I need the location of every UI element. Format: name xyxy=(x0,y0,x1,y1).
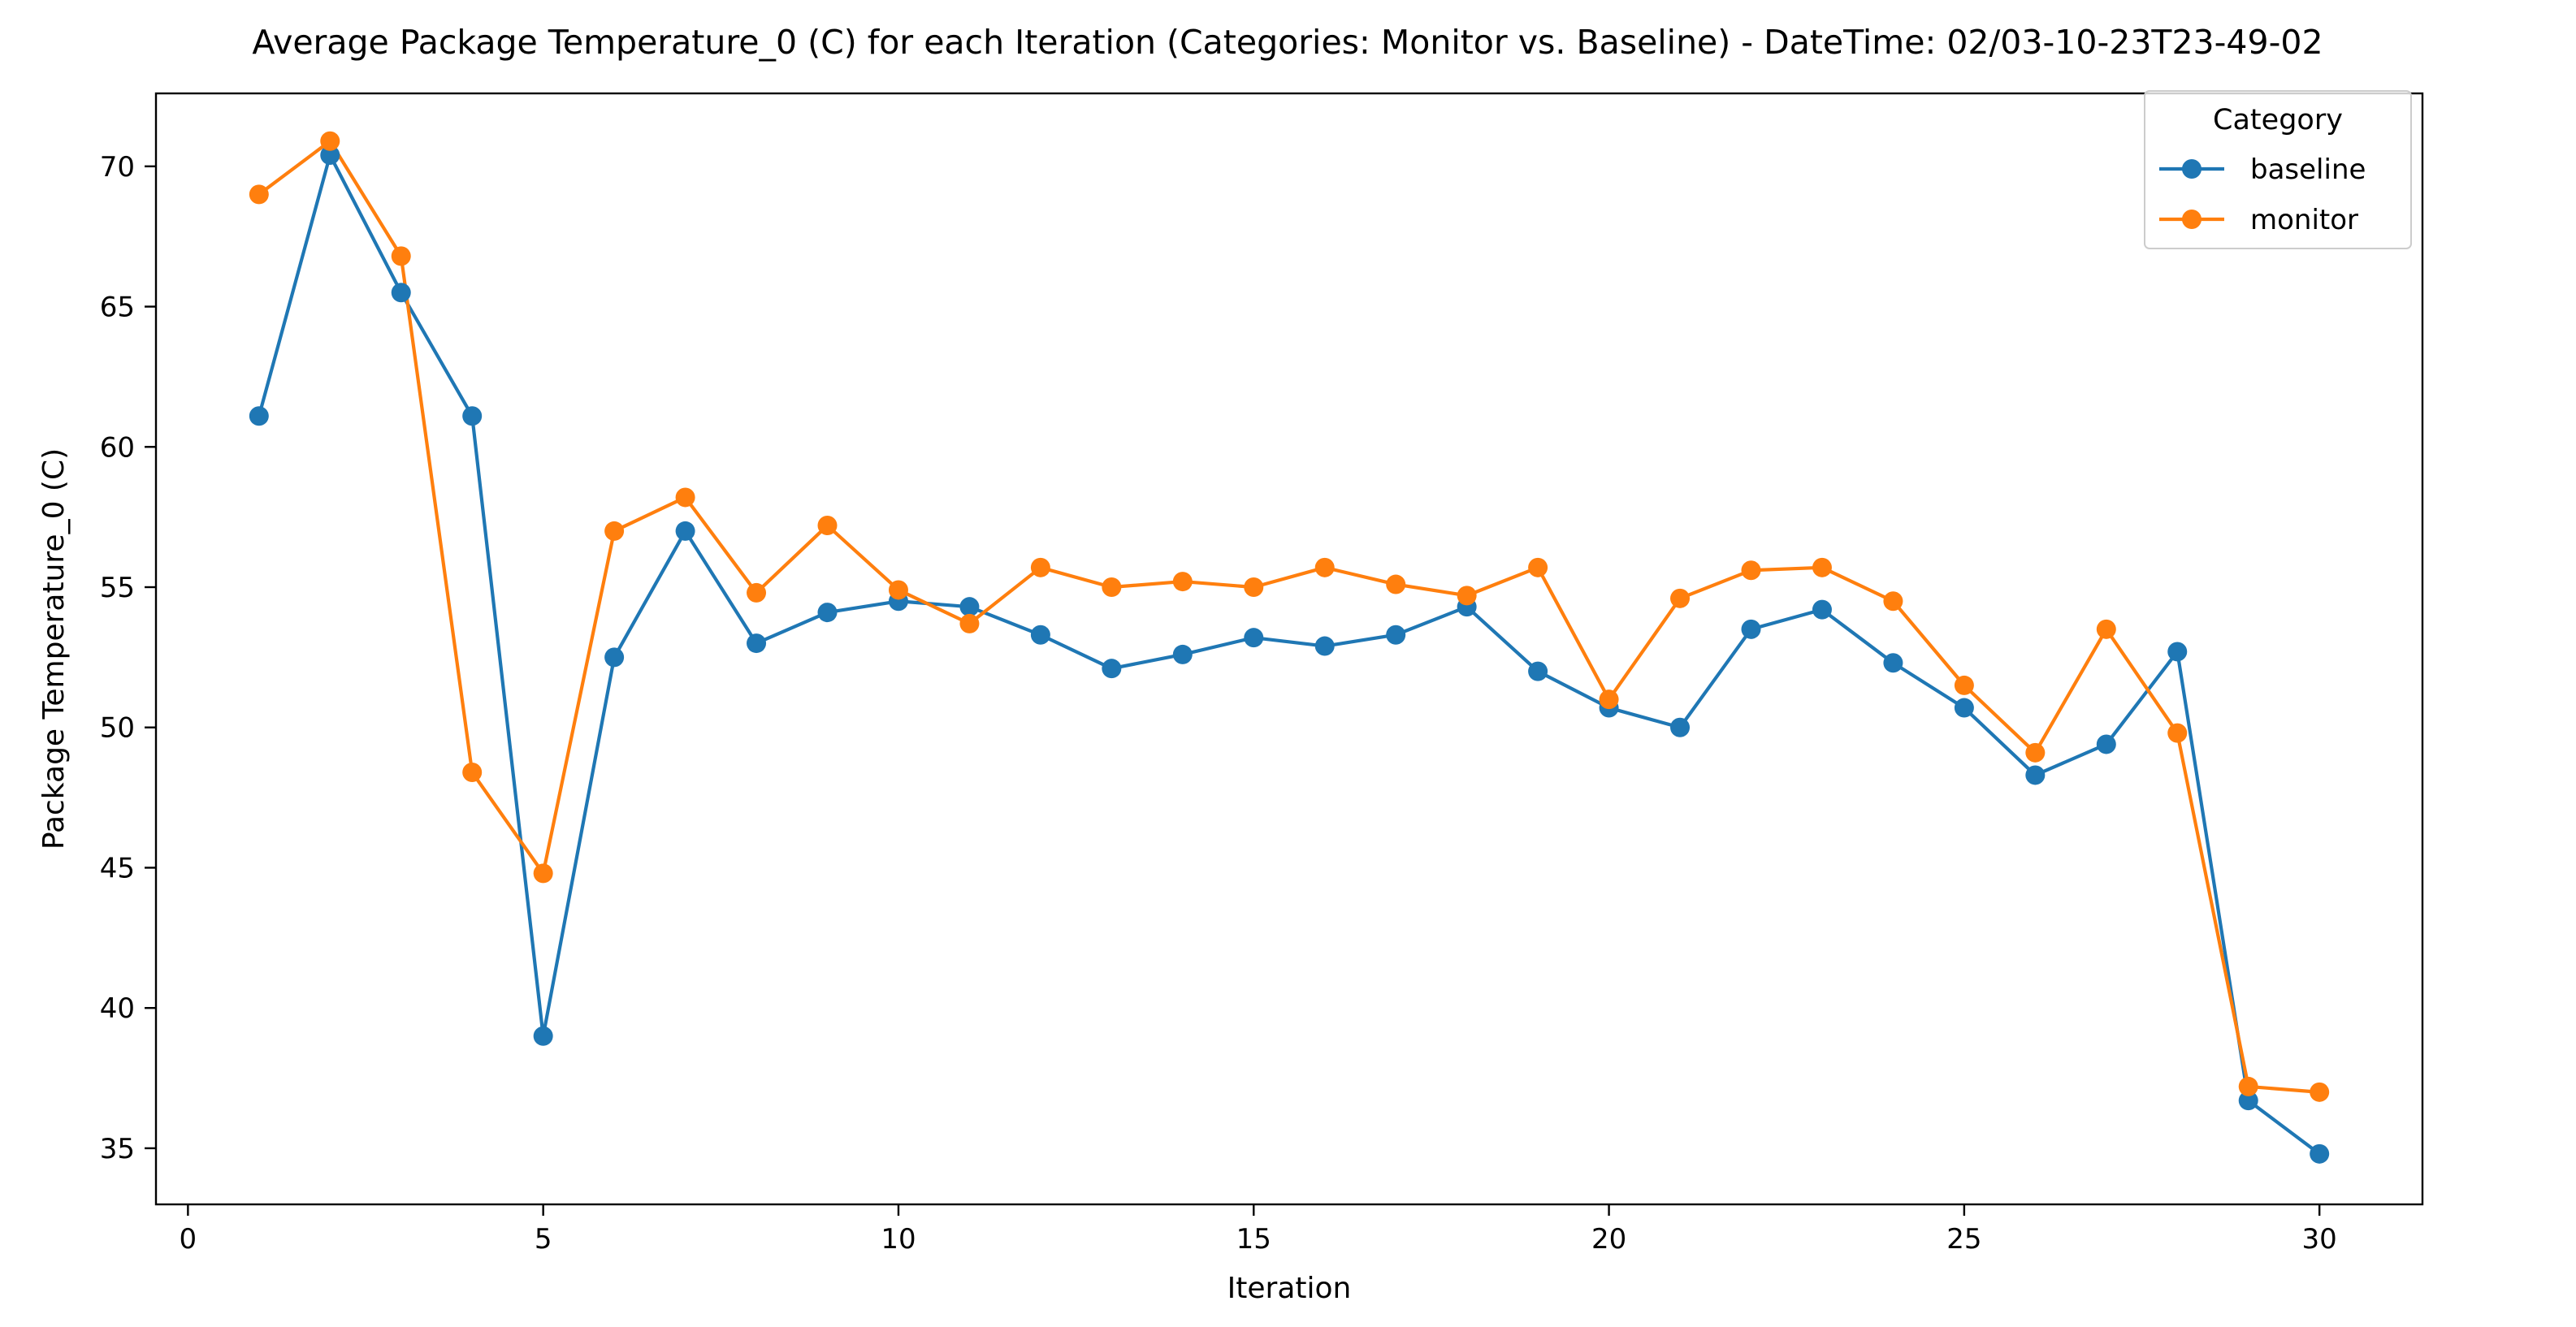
data-point-monitor xyxy=(1172,572,1193,592)
data-point-monitor xyxy=(1528,557,1548,577)
data-point-baseline xyxy=(2238,1091,2258,1111)
data-point-monitor xyxy=(1812,557,1832,577)
data-point-baseline xyxy=(249,406,269,426)
y-axis: 35 40 45 50 55 60 65 70 xyxy=(100,151,156,1165)
data-point-monitor xyxy=(249,184,269,205)
data-point-baseline xyxy=(1812,599,1832,620)
y-tick-label: 50 xyxy=(100,712,135,745)
data-point-monitor xyxy=(675,487,695,508)
data-point-monitor xyxy=(462,763,483,782)
data-point-baseline xyxy=(1528,661,1548,681)
y-tick-label: 40 xyxy=(100,992,135,1025)
chart-title: Average Package Temperature_0 (C) for ea… xyxy=(252,23,2323,62)
data-point-monitor xyxy=(888,580,908,600)
data-point-baseline xyxy=(1954,698,1974,718)
y-tick-label: 55 xyxy=(100,572,135,604)
plot-frame xyxy=(154,92,2424,1206)
data-point-monitor xyxy=(1954,675,1974,695)
data-point-monitor xyxy=(817,516,838,535)
data-point-baseline xyxy=(1030,625,1050,645)
x-tick-label: 25 xyxy=(1946,1223,1981,1256)
data-point-monitor xyxy=(2310,1082,2330,1102)
data-point-baseline xyxy=(1386,625,1406,645)
plot-area xyxy=(249,131,2330,1164)
data-point-monitor xyxy=(959,613,980,633)
data-point-baseline xyxy=(1244,628,1264,648)
data-point-monitor xyxy=(2167,723,2188,743)
data-point-monitor xyxy=(1030,557,1050,577)
legend-label-monitor: monitor xyxy=(2250,204,2358,236)
data-point-baseline xyxy=(817,603,838,623)
x-tick-label: 0 xyxy=(180,1223,197,1256)
y-axis-label: Package Temperature_0 (C) xyxy=(37,448,71,849)
data-point-baseline xyxy=(1741,619,1761,639)
data-point-monitor xyxy=(1244,577,1264,597)
data-point-monitor xyxy=(747,582,767,603)
data-point-baseline xyxy=(533,1026,553,1046)
data-point-baseline xyxy=(1102,659,1122,679)
data-point-monitor xyxy=(1741,560,1761,581)
data-point-monitor xyxy=(1386,574,1406,594)
series-line-baseline xyxy=(257,153,2323,1156)
series-line-monitor xyxy=(256,139,2322,1095)
data-point-baseline xyxy=(320,145,340,165)
data-point-baseline xyxy=(1314,636,1335,656)
data-point-monitor xyxy=(533,863,553,884)
data-point-monitor xyxy=(1457,586,1477,606)
y-tick-label: 35 xyxy=(100,1133,135,1165)
x-tick-label: 5 xyxy=(535,1223,552,1256)
legend-marker-baseline xyxy=(2182,159,2202,179)
data-point-monitor xyxy=(391,246,411,266)
series-markers xyxy=(249,131,2330,1164)
y-tick-label: 60 xyxy=(100,431,135,464)
data-point-monitor xyxy=(1883,591,1903,612)
data-point-monitor xyxy=(2096,619,2116,639)
data-point-monitor xyxy=(1314,557,1335,577)
data-point-baseline xyxy=(1172,644,1193,664)
data-point-baseline xyxy=(2025,765,2046,785)
data-point-monitor xyxy=(2238,1076,2258,1096)
x-tick-label: 20 xyxy=(1591,1223,1626,1256)
x-tick-label: 30 xyxy=(2302,1223,2337,1256)
data-point-baseline xyxy=(747,633,767,654)
x-tick-label: 15 xyxy=(1236,1223,1271,1256)
data-point-baseline xyxy=(2096,734,2116,754)
series-lines xyxy=(256,139,2323,1156)
data-point-baseline xyxy=(462,406,483,426)
data-point-baseline xyxy=(1883,653,1903,673)
data-point-monitor xyxy=(2025,742,2046,763)
data-point-monitor xyxy=(604,521,625,541)
x-axis-label: Iteration xyxy=(1227,1272,1352,1305)
data-point-baseline xyxy=(2310,1143,2330,1164)
legend-marker-monitor xyxy=(2182,210,2202,229)
data-point-baseline xyxy=(959,597,980,617)
data-point-monitor xyxy=(1102,577,1122,597)
y-tick-label: 45 xyxy=(100,852,135,884)
data-point-monitor xyxy=(1670,588,1691,608)
legend-title: Category xyxy=(2213,104,2343,136)
data-point-baseline xyxy=(604,647,625,668)
legend-box xyxy=(2144,90,2412,249)
data-point-baseline xyxy=(2167,642,2188,662)
data-point-baseline xyxy=(675,521,695,541)
y-tick-label: 70 xyxy=(100,151,135,184)
x-tick-label: 10 xyxy=(881,1223,916,1256)
data-point-monitor xyxy=(320,131,340,151)
y-tick-label: 65 xyxy=(100,292,135,324)
x-axis: 0 5 10 15 20 25 30 xyxy=(180,1204,2337,1256)
data-point-baseline xyxy=(1670,717,1691,737)
legend-label-baseline: baseline xyxy=(2250,153,2366,186)
legend: Category baseline monitor xyxy=(2144,90,2412,249)
data-point-baseline xyxy=(391,283,411,303)
data-point-monitor xyxy=(1599,689,1619,710)
